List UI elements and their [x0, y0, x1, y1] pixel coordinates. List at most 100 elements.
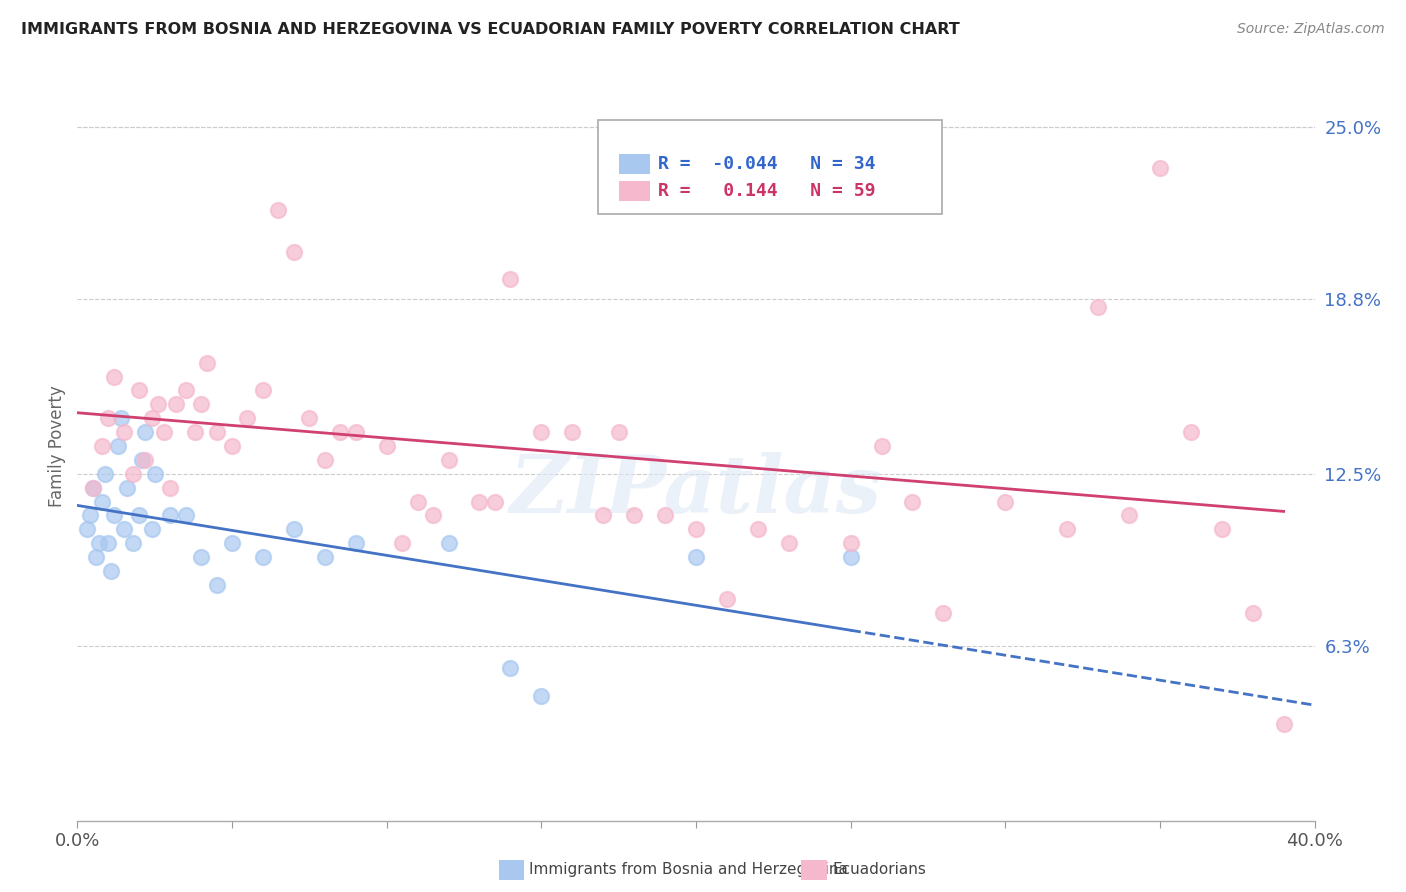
Point: [839, 536, 862, 550]
Point: [901, 494, 924, 508]
Point: [468, 494, 491, 508]
Point: [131, 453, 153, 467]
Point: [252, 549, 274, 564]
Point: [1149, 161, 1171, 176]
Point: [422, 508, 444, 523]
Point: [314, 453, 336, 467]
Point: [94, 467, 117, 481]
Point: [344, 425, 367, 439]
Point: [110, 411, 132, 425]
Point: [839, 549, 862, 564]
Text: ZIPatlas: ZIPatlas: [510, 452, 882, 530]
Point: [1180, 425, 1202, 439]
Point: [499, 272, 522, 286]
Point: [184, 425, 207, 439]
Point: [159, 508, 181, 523]
Text: IMMIGRANTS FROM BOSNIA AND HERZEGOVINA VS ECUADORIAN FAMILY POVERTY CORRELATION : IMMIGRANTS FROM BOSNIA AND HERZEGOVINA V…: [21, 22, 960, 37]
Point: [994, 494, 1017, 508]
Point: [283, 244, 305, 259]
Point: [747, 522, 769, 536]
Point: [932, 606, 955, 620]
Text: R =  -0.044   N = 34: R = -0.044 N = 34: [658, 155, 876, 173]
Point: [716, 591, 738, 606]
Text: R =   0.144   N = 59: R = 0.144 N = 59: [658, 182, 876, 200]
Point: [344, 536, 367, 550]
Point: [97, 411, 120, 425]
Point: [153, 425, 176, 439]
Point: [205, 578, 228, 592]
Point: [115, 481, 138, 495]
Point: [1087, 300, 1109, 314]
Point: [112, 425, 135, 439]
Point: [195, 356, 218, 370]
Point: [190, 397, 212, 411]
Point: [122, 467, 145, 481]
Point: [808, 134, 831, 148]
Point: [122, 536, 145, 550]
Point: [134, 425, 156, 439]
Point: [870, 439, 893, 453]
Point: [236, 411, 259, 425]
Point: [174, 384, 197, 398]
Point: [778, 536, 800, 550]
Point: [314, 549, 336, 564]
Point: [1118, 508, 1140, 523]
Point: [607, 425, 630, 439]
Text: Immigrants from Bosnia and Herzegovina: Immigrants from Bosnia and Herzegovina: [529, 863, 848, 877]
Point: [87, 536, 110, 550]
Point: [128, 384, 150, 398]
Point: [97, 536, 120, 550]
Point: [623, 508, 645, 523]
Point: [329, 425, 352, 439]
Point: [654, 508, 676, 523]
Point: [530, 689, 553, 703]
Point: [221, 439, 243, 453]
Point: [437, 453, 460, 467]
Point: [252, 384, 274, 398]
Point: [221, 536, 243, 550]
Point: [112, 522, 135, 536]
Text: Ecuadorians: Ecuadorians: [832, 863, 927, 877]
Y-axis label: Family Poverty: Family Poverty: [48, 385, 66, 507]
Point: [91, 494, 114, 508]
Point: [499, 661, 522, 675]
Point: [82, 481, 104, 495]
Point: [79, 508, 101, 523]
Point: [592, 508, 614, 523]
Point: [143, 467, 166, 481]
Point: [134, 453, 156, 467]
Point: [107, 439, 129, 453]
Point: [146, 397, 169, 411]
Point: [165, 397, 187, 411]
Point: [685, 522, 707, 536]
Point: [190, 549, 212, 564]
Point: [103, 508, 125, 523]
Point: [298, 411, 321, 425]
Point: [561, 425, 583, 439]
Point: [128, 508, 150, 523]
Point: [375, 439, 398, 453]
Point: [530, 425, 553, 439]
Point: [84, 549, 107, 564]
Point: [685, 549, 707, 564]
Point: [267, 203, 290, 218]
Point: [283, 522, 305, 536]
Point: [100, 564, 122, 578]
Point: [76, 522, 98, 536]
Point: [141, 522, 163, 536]
Point: [391, 536, 413, 550]
Point: [141, 411, 163, 425]
Point: [174, 508, 197, 523]
Point: [1272, 716, 1295, 731]
Point: [159, 481, 181, 495]
Text: Source: ZipAtlas.com: Source: ZipAtlas.com: [1237, 22, 1385, 37]
Point: [91, 439, 114, 453]
Point: [437, 536, 460, 550]
Point: [82, 481, 104, 495]
Point: [103, 369, 125, 384]
Point: [406, 494, 429, 508]
Point: [1056, 522, 1078, 536]
Point: [205, 425, 228, 439]
Point: [484, 494, 506, 508]
Point: [1211, 522, 1233, 536]
